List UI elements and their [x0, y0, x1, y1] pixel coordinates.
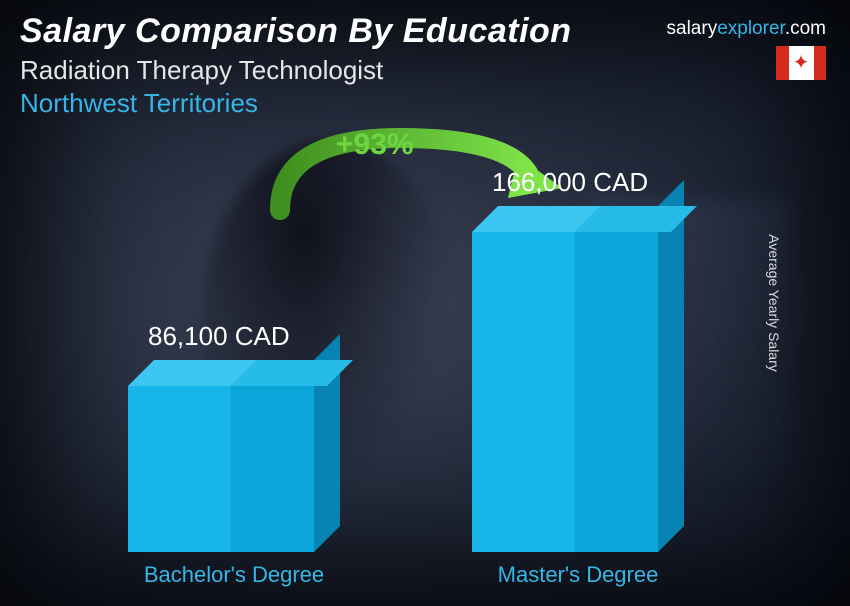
brand-suffix: .com [785, 18, 826, 39]
chart-area: +93% Bachelor's Degree86,100 CADMaster's… [0, 140, 850, 606]
brand-pre: salary [667, 18, 718, 39]
flag-icon: ✦ [776, 46, 826, 80]
bar-masters [472, 232, 658, 552]
brand-label: salaryexplorer.com [667, 18, 826, 40]
value-label-masters: 166,000 CAD [492, 167, 648, 198]
region-label: Northwest Territories [20, 88, 830, 119]
job-title: Radiation Therapy Technologist [20, 55, 830, 86]
category-label-bachelors: Bachelor's Degree [114, 562, 354, 588]
brand-accent: explorer [717, 18, 785, 39]
value-label-bachelors: 86,100 CAD [148, 321, 290, 352]
category-label-masters: Master's Degree [458, 562, 698, 588]
delta-label: +93% [336, 128, 414, 162]
bar-bachelors [128, 386, 314, 552]
